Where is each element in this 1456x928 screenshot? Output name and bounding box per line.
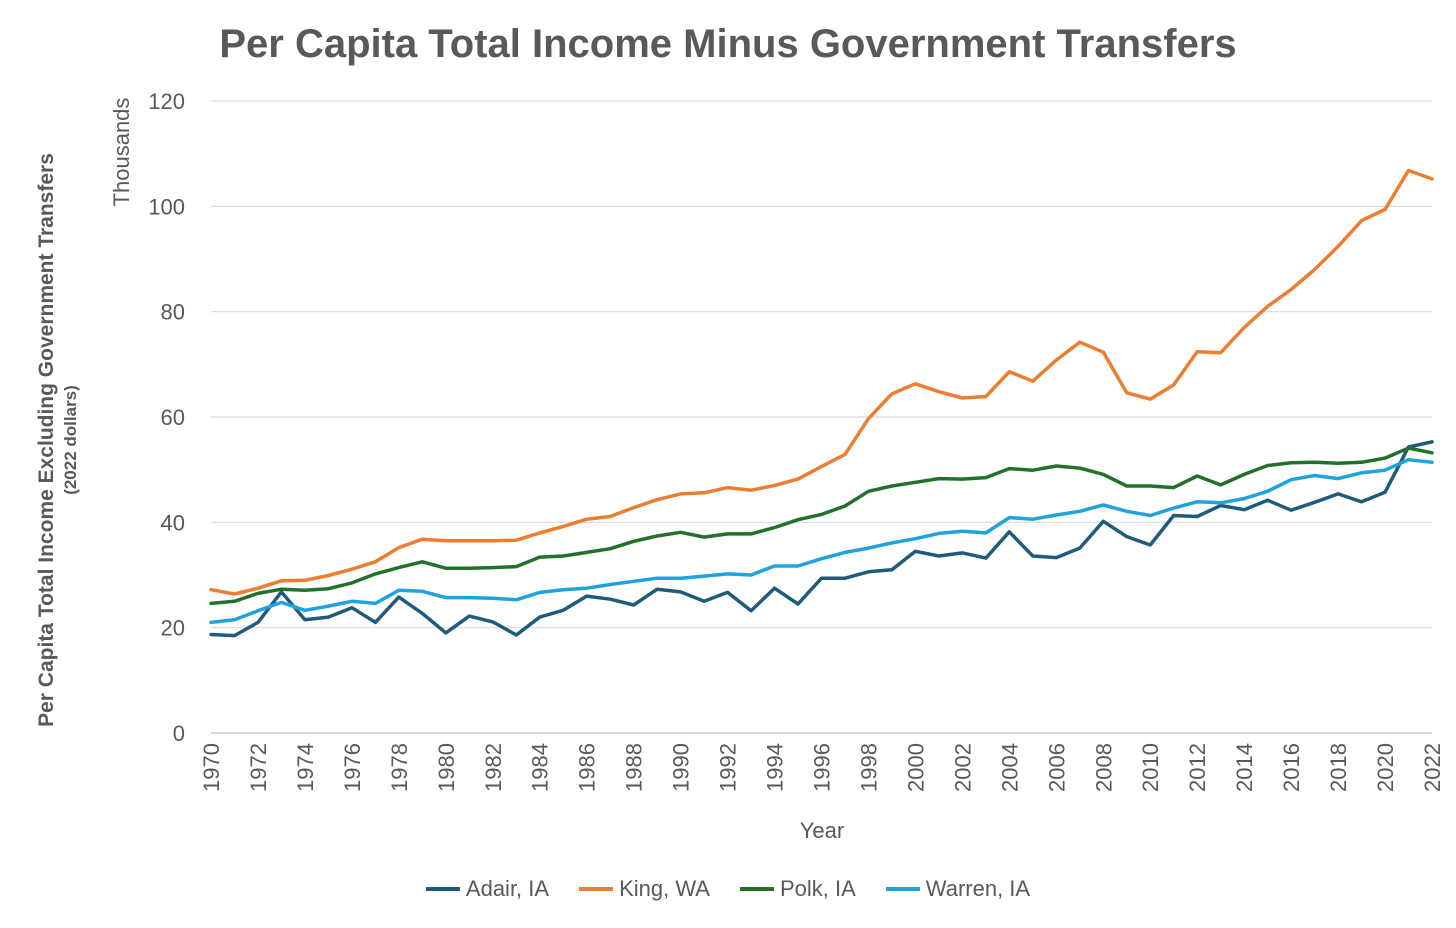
- x-tick-label: 2012: [1185, 743, 1210, 792]
- x-tick-label: 2016: [1279, 743, 1304, 792]
- gridlines: [211, 100, 1432, 734]
- legend-item: Polk, IA: [739, 876, 856, 902]
- x-tick-label: 2020: [1373, 743, 1398, 792]
- x-tick-labels: 1970 1972 1974 1976 1978 1980 1982 1984 1986 1988…: [199, 743, 1445, 792]
- y-tick-label: 0: [173, 721, 185, 746]
- legend-item: Adair, IA: [425, 876, 550, 902]
- series-line-warren-ia: [209, 457, 1434, 625]
- legend-label: Warren, IA: [925, 876, 1031, 901]
- x-tick-label: 1986: [575, 743, 600, 792]
- y-tick-label: 20: [161, 616, 185, 641]
- legend-swatch: [739, 887, 774, 891]
- chart-title: Per Capita Total Income Minus Government…: [219, 22, 1237, 66]
- y-tick-label: 40: [161, 510, 185, 535]
- legend-label: Adair, IA: [465, 876, 550, 901]
- legend-item: King, WA: [579, 876, 710, 902]
- legend-item: Warren, IA: [885, 876, 1031, 902]
- series-line-polk-ia: [209, 446, 1434, 606]
- x-tick-label: 1974: [293, 743, 318, 792]
- x-tick-label: 2022: [1420, 743, 1445, 792]
- x-tick-label: 2006: [1044, 743, 1069, 792]
- legend-label: Polk, IA: [779, 876, 856, 901]
- y-tick-label: 100: [148, 194, 185, 219]
- x-tick-label: 1976: [340, 743, 365, 792]
- x-tick-label: 1992: [716, 743, 741, 792]
- x-tick-label: 2000: [903, 743, 928, 792]
- x-tick-label: 1994: [763, 743, 788, 792]
- x-tick-label: 2014: [1232, 743, 1257, 792]
- x-axis-label: Year: [800, 818, 844, 843]
- x-tick-label: 2018: [1326, 743, 1351, 792]
- legend-swatch: [885, 887, 920, 891]
- y-tick-label: 120: [148, 89, 185, 114]
- x-tick-label: 1996: [810, 743, 835, 792]
- series-line-adair-ia: [209, 440, 1434, 638]
- y-tick-label: 60: [161, 405, 185, 430]
- x-tick-label: 2008: [1091, 743, 1116, 792]
- x-tick-label: 1972: [246, 743, 271, 792]
- x-tick-label: 2004: [997, 743, 1022, 792]
- x-tick-label: 1990: [669, 743, 694, 792]
- x-tick-label: 1984: [528, 743, 553, 792]
- series-lines: [209, 168, 1434, 638]
- x-tick-label: 1998: [856, 743, 881, 792]
- x-tick-label: 1970: [199, 743, 224, 792]
- legend-swatch: [579, 887, 614, 891]
- y-tick-label: 80: [161, 300, 185, 325]
- y-tick-labels: 0 20 40 60 80 100 120: [148, 89, 185, 746]
- legend-label: King, WA: [619, 876, 710, 901]
- legend-swatch: [425, 887, 460, 891]
- x-tick-label: 1978: [387, 743, 412, 792]
- x-tick-label: 1982: [481, 743, 506, 792]
- series-line-king-wa: [209, 168, 1434, 596]
- x-tick-label: 2010: [1138, 743, 1163, 792]
- x-tick-label: 1988: [622, 743, 647, 792]
- x-tick-label: 2002: [950, 743, 975, 792]
- legend: Adair, IA King, WA Polk, IA Warren, IA: [0, 876, 1456, 902]
- x-tick-label: 1980: [434, 743, 459, 792]
